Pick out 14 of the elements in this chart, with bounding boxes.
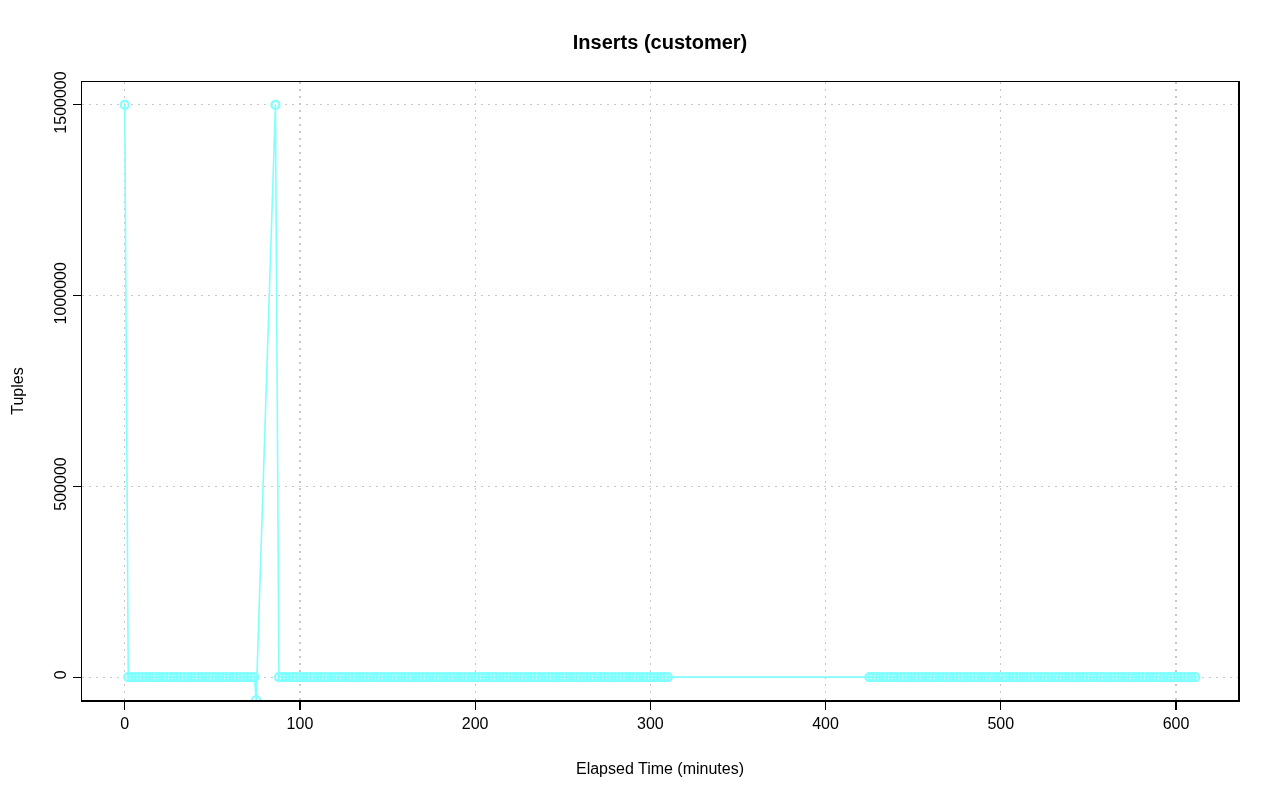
x-tick-label: 0 [120,714,130,732]
x-tick-label: 100 [286,714,314,732]
y-axis-title: Tuples [9,367,27,415]
x-axis-title: Elapsed Time (minutes) [575,760,745,778]
x-tick-label: 200 [461,714,489,732]
x-tick-label: 400 [812,714,840,732]
chart-title: Inserts (customer) [572,31,748,53]
x-tick-label: 500 [987,714,1015,732]
y-tick-label: 1000000 [52,261,70,325]
x-tick-label: 600 [1162,714,1190,732]
y-tick-label: 0 [52,670,70,680]
y-tick-label: 500000 [52,457,70,511]
y-tick-label: 1500000 [52,71,70,134]
x-tick-label: 300 [637,714,664,732]
